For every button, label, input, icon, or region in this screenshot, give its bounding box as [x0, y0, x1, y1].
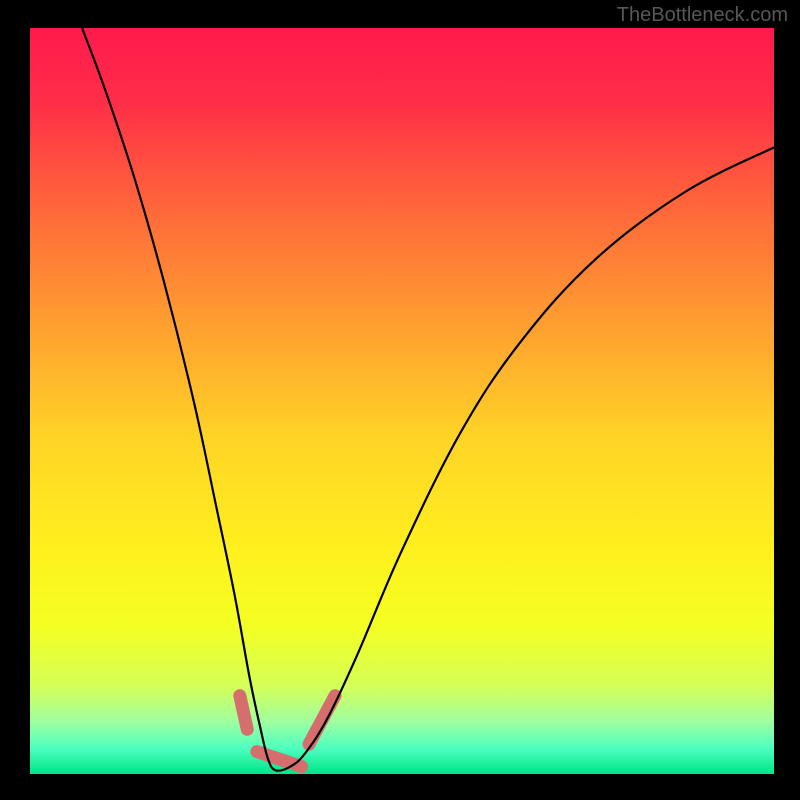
plot-background — [30, 28, 774, 774]
bottleneck-chart — [0, 0, 800, 800]
highlight-segment — [240, 696, 247, 730]
chart-svg — [0, 0, 800, 800]
watermark-text: TheBottleneck.com — [617, 4, 788, 27]
